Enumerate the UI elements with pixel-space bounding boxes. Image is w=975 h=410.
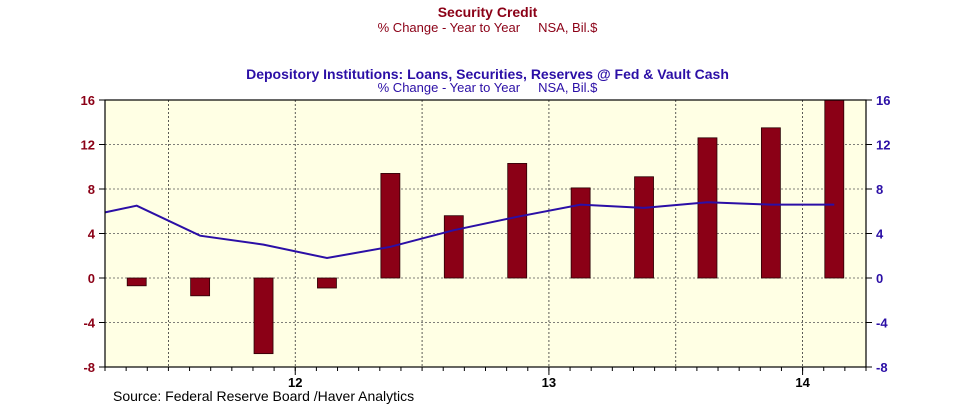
y-tick-label-right: 4	[876, 227, 884, 242]
y-tick-label-left: -8	[83, 360, 95, 375]
bar	[760, 127, 781, 279]
bar	[697, 137, 718, 279]
y-tick-label-left: 4	[88, 227, 96, 242]
bar	[443, 215, 464, 279]
y-tick-label-right: -4	[876, 316, 888, 331]
bar	[126, 277, 147, 287]
bar	[380, 173, 401, 279]
y-tick-label-right: 0	[876, 271, 883, 286]
y-tick-label-right: -8	[876, 360, 888, 375]
y-tick-label-right: 12	[876, 138, 890, 153]
bar	[190, 277, 211, 297]
series-line	[104, 201, 835, 260]
y-tick-label-right: 8	[876, 182, 883, 197]
bar	[570, 187, 591, 279]
y-tick-label-left: 8	[88, 182, 95, 197]
bar	[253, 277, 274, 355]
y-tick-label-right: 16	[876, 93, 890, 108]
bar	[317, 277, 337, 289]
chart-title: Security Credit	[437, 4, 538, 20]
source-note: Source: Federal Reserve Board /Haver Ana…	[113, 388, 415, 404]
bar	[824, 99, 845, 279]
x-tick-label: 12	[288, 375, 302, 390]
bar	[507, 163, 528, 279]
x-tick-label: 13	[542, 375, 556, 390]
y-tick-label-left: 16	[81, 93, 95, 108]
y-tick-label-left: 0	[88, 271, 95, 286]
y-tick-label-left: 12	[81, 138, 95, 153]
chart-subtitle-2: % Change - Year to Year NSA, Bil.$	[377, 80, 598, 95]
chart-subtitle: % Change - Year to Year NSA, Bil.$	[377, 20, 598, 35]
bar	[634, 176, 654, 279]
y-tick-label-left: -4	[83, 316, 95, 331]
chart-title-2: Depository Institutions: Loans, Securiti…	[246, 66, 729, 82]
x-tick-label: 14	[795, 375, 810, 390]
